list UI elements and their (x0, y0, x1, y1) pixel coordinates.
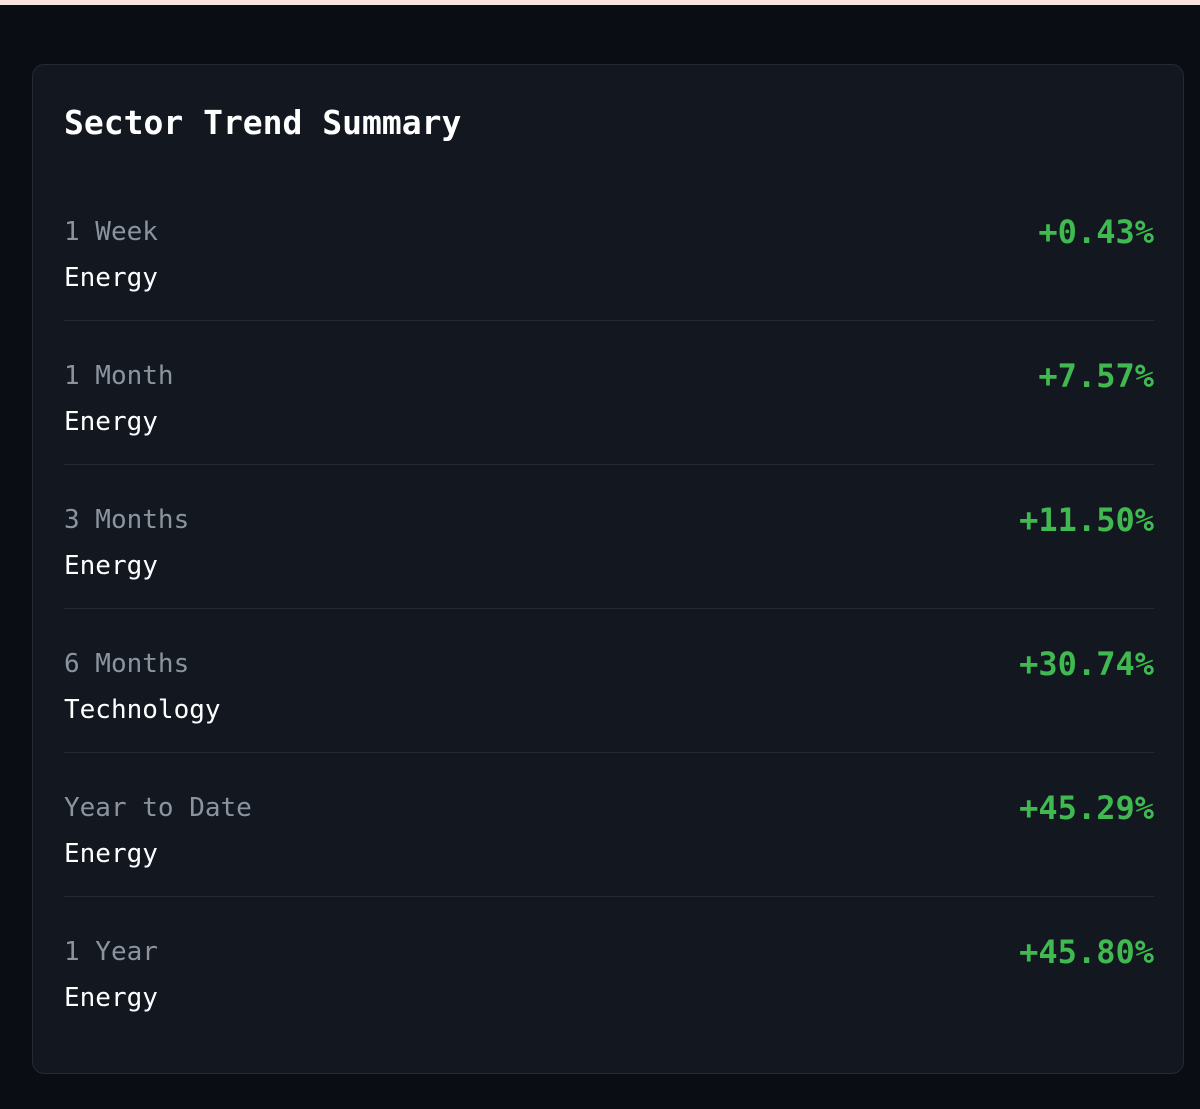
period-label: Year to Date (64, 793, 252, 823)
trend-row-year-to-date: Year to Date Energy +45.29% (64, 753, 1154, 897)
period-label: 1 Month (64, 361, 174, 391)
change-value: +30.74% (1019, 645, 1154, 683)
card-title: Sector Trend Summary (64, 103, 462, 142)
sector-name: Energy (64, 263, 158, 293)
trend-row-1-month: 1 Month Energy +7.57% (64, 321, 1154, 465)
trend-row-3-months: 3 Months Energy +11.50% (64, 465, 1154, 609)
period-label: 6 Months (64, 649, 190, 679)
sector-name: Energy (64, 551, 158, 581)
trend-row-6-months: 6 Months Technology +30.74% (64, 609, 1154, 753)
sector-name: Energy (64, 407, 158, 437)
change-value: +7.57% (1038, 357, 1154, 395)
period-label: 1 Year (64, 937, 158, 967)
trend-row-1-year: 1 Year Energy +45.80% (64, 897, 1154, 1041)
sector-name: Technology (64, 695, 221, 725)
change-value: +11.50% (1019, 501, 1154, 539)
sector-trend-card: Sector Trend Summary 1 Week Energy +0.43… (32, 64, 1184, 1074)
sector-name: Energy (64, 839, 158, 869)
sector-name: Energy (64, 983, 158, 1013)
change-value: +45.29% (1019, 789, 1154, 827)
trend-row-1-week: 1 Week Energy +0.43% (64, 177, 1154, 321)
change-value: +0.43% (1038, 213, 1154, 251)
period-label: 1 Week (64, 217, 158, 247)
change-value: +45.80% (1019, 933, 1154, 971)
period-label: 3 Months (64, 505, 190, 535)
top-strip (0, 0, 1200, 5)
trend-list: 1 Week Energy +0.43% 1 Month Energy +7.5… (64, 177, 1154, 1041)
